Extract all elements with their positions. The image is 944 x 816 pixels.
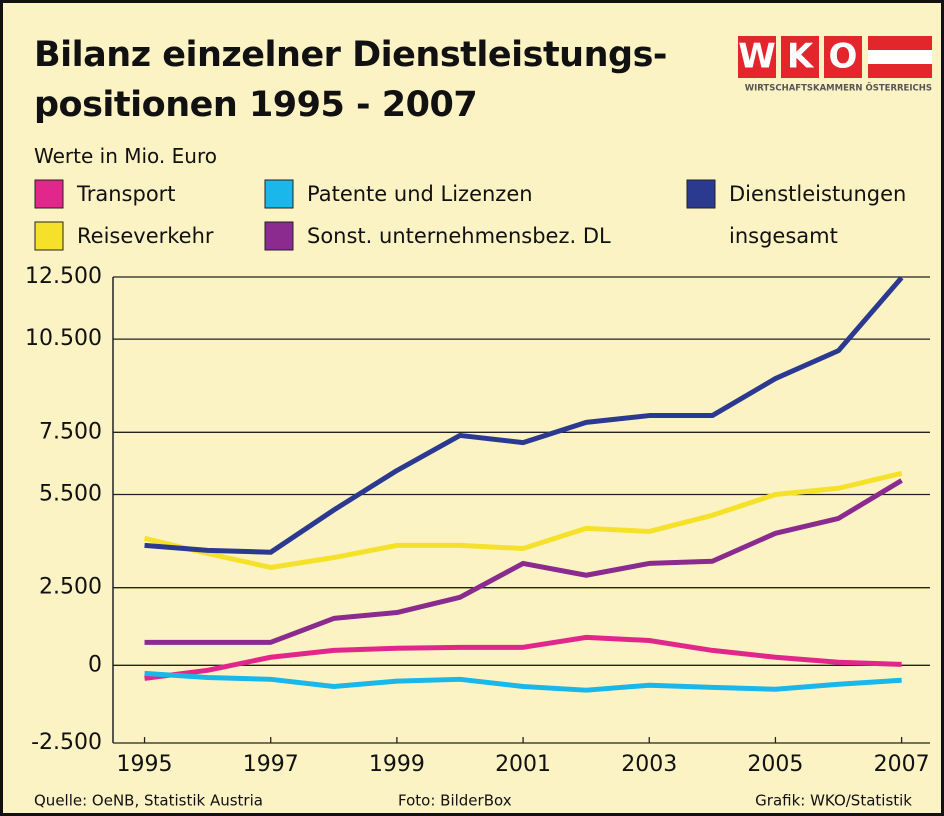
footer-photo: Foto: BilderBox [398, 792, 512, 810]
legend-label: Sonst. unternehmensbez. DL [307, 215, 727, 257]
chart-title: Bilanz einzelner Dienstleistungs- positi… [34, 30, 734, 130]
logo-flag [868, 50, 932, 64]
x-tick-label: 1995 [117, 752, 173, 777]
x-tick-label: 1999 [369, 752, 425, 777]
logo-flag [868, 36, 932, 50]
logo-letter: O [829, 37, 858, 77]
y-tick-label: -2.500 [31, 730, 102, 755]
x-tick-label: 2005 [747, 752, 803, 777]
legend-swatch [35, 180, 63, 208]
legend-swatch [35, 222, 63, 250]
logo-flag [868, 64, 932, 78]
x-tick-label: 2007 [874, 752, 930, 777]
y-tick-label: 0 [88, 652, 102, 677]
logo [868, 36, 932, 78]
y-tick-label: 2.500 [39, 575, 102, 600]
y-tick-label: 10.500 [25, 326, 102, 351]
y-tick-label: 5.500 [39, 481, 102, 506]
legend-label: Dienstleistungen insgesamt [729, 173, 944, 257]
y-tick-label: 7.500 [39, 419, 102, 444]
footer-graphic: Grafik: WKO/Statistik [755, 792, 912, 810]
plot-area [113, 277, 930, 743]
x-tick-label: 2003 [621, 752, 677, 777]
legend-label: Patente und Lizenzen [307, 173, 727, 215]
logo-subtitle: WIRTSCHAFTSKAMMERN ÖSTERREICHS [745, 83, 932, 94]
x-tick-label: 1997 [243, 752, 299, 777]
chart-subtitle: Werte in Mio. Euro [34, 144, 217, 168]
y-tick-label: 12.500 [25, 264, 102, 289]
logo-letter: W [738, 37, 776, 77]
x-tick-label: 2001 [495, 752, 551, 777]
logo-letter: K [787, 37, 815, 77]
footer-source: Quelle: OeNB, Statistik Austria [34, 792, 263, 810]
chart-page: WKO WIRTSCHAFTSKAMMERN ÖSTERREICHS -2.500 0… [0, 0, 944, 816]
